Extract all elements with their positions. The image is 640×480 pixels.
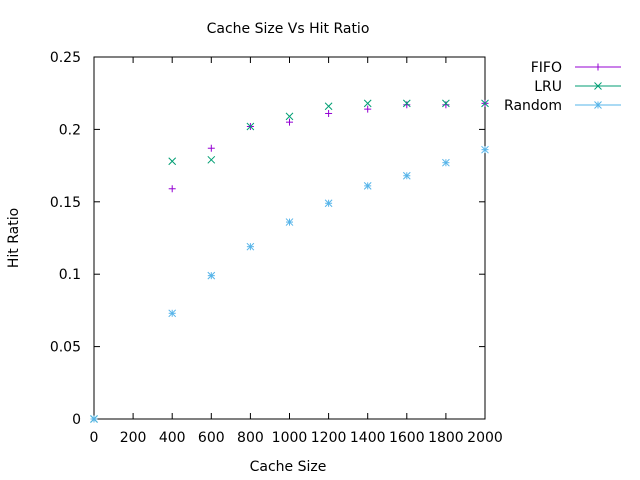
data-point-random (285, 218, 294, 226)
y-tick-label: 0 (72, 412, 81, 428)
data-point-random (207, 271, 216, 280)
y-axis-label: Hit Ratio (6, 208, 22, 268)
data-point-fifo (442, 101, 450, 109)
data-point-random (442, 158, 450, 167)
x-tick-label: 1200 (311, 430, 347, 446)
data-point-fifo (364, 105, 372, 113)
legend: FIFO LRU Random (504, 60, 621, 114)
data-point-lru (363, 99, 372, 108)
data-point-random (324, 199, 333, 208)
x-tick-label: 200 (120, 430, 147, 446)
x-tick-label: 800 (237, 430, 264, 446)
data-point-fifo (325, 109, 333, 117)
x-axis-label: Cache Size (250, 459, 327, 475)
data-point-lru (481, 99, 489, 108)
plot-area-frame (93, 56, 486, 420)
x-tick-label: 2000 (467, 430, 503, 446)
data-point-lru (442, 99, 450, 108)
data-point-lru (324, 102, 333, 111)
data-point-lru (207, 155, 216, 164)
y-tick-label: 0.2 (59, 122, 81, 138)
data-point-random (481, 145, 489, 154)
data-point-lru (168, 157, 177, 166)
legend-marker-random (594, 101, 602, 109)
data-points (90, 99, 489, 423)
x-tick-label: 600 (198, 430, 225, 446)
data-point-random (168, 309, 177, 318)
legend-item-lru: LRU (534, 79, 621, 95)
x-tick-label: 400 (159, 430, 186, 446)
data-point-lru (285, 112, 294, 121)
y-tick-label: 0.15 (50, 195, 81, 211)
legend-marker-lru (594, 82, 602, 90)
x-tick-label: 0 (90, 430, 99, 446)
data-point-random (246, 242, 255, 251)
legend-label-random: Random (504, 98, 562, 114)
data-point-lru (246, 122, 255, 131)
data-point-random (363, 182, 372, 190)
data-point-fifo (168, 185, 176, 193)
x-tick-label: 1000 (272, 430, 308, 446)
legend-label-fifo: FIFO (531, 60, 562, 76)
y-tick-label: 0.25 (50, 50, 81, 66)
y-tick-label: 0.1 (59, 267, 81, 283)
legend-item-random: Random (504, 98, 621, 114)
data-point-fifo (403, 101, 411, 109)
data-point-fifo (207, 144, 215, 152)
axis-ticks: 0 200 400 600 800 1000 1200 1400 1600 1800 2000 0 0.… (50, 50, 503, 446)
legend-label-lru: LRU (534, 79, 562, 95)
legend-marker-fifo (594, 63, 602, 71)
data-point-random (402, 171, 411, 180)
y-tick-label: 0.05 (50, 340, 81, 356)
data-point-lru (402, 99, 411, 108)
x-tick-label: 1400 (350, 430, 386, 446)
legend-item-fifo: FIFO (531, 60, 621, 76)
x-tick-label: 1600 (389, 430, 425, 446)
chart-title: Cache Size Vs Hit Ratio (207, 21, 370, 37)
data-point-fifo (286, 118, 293, 126)
x-tick-label: 1800 (428, 430, 464, 446)
data-point-random (90, 415, 98, 423)
